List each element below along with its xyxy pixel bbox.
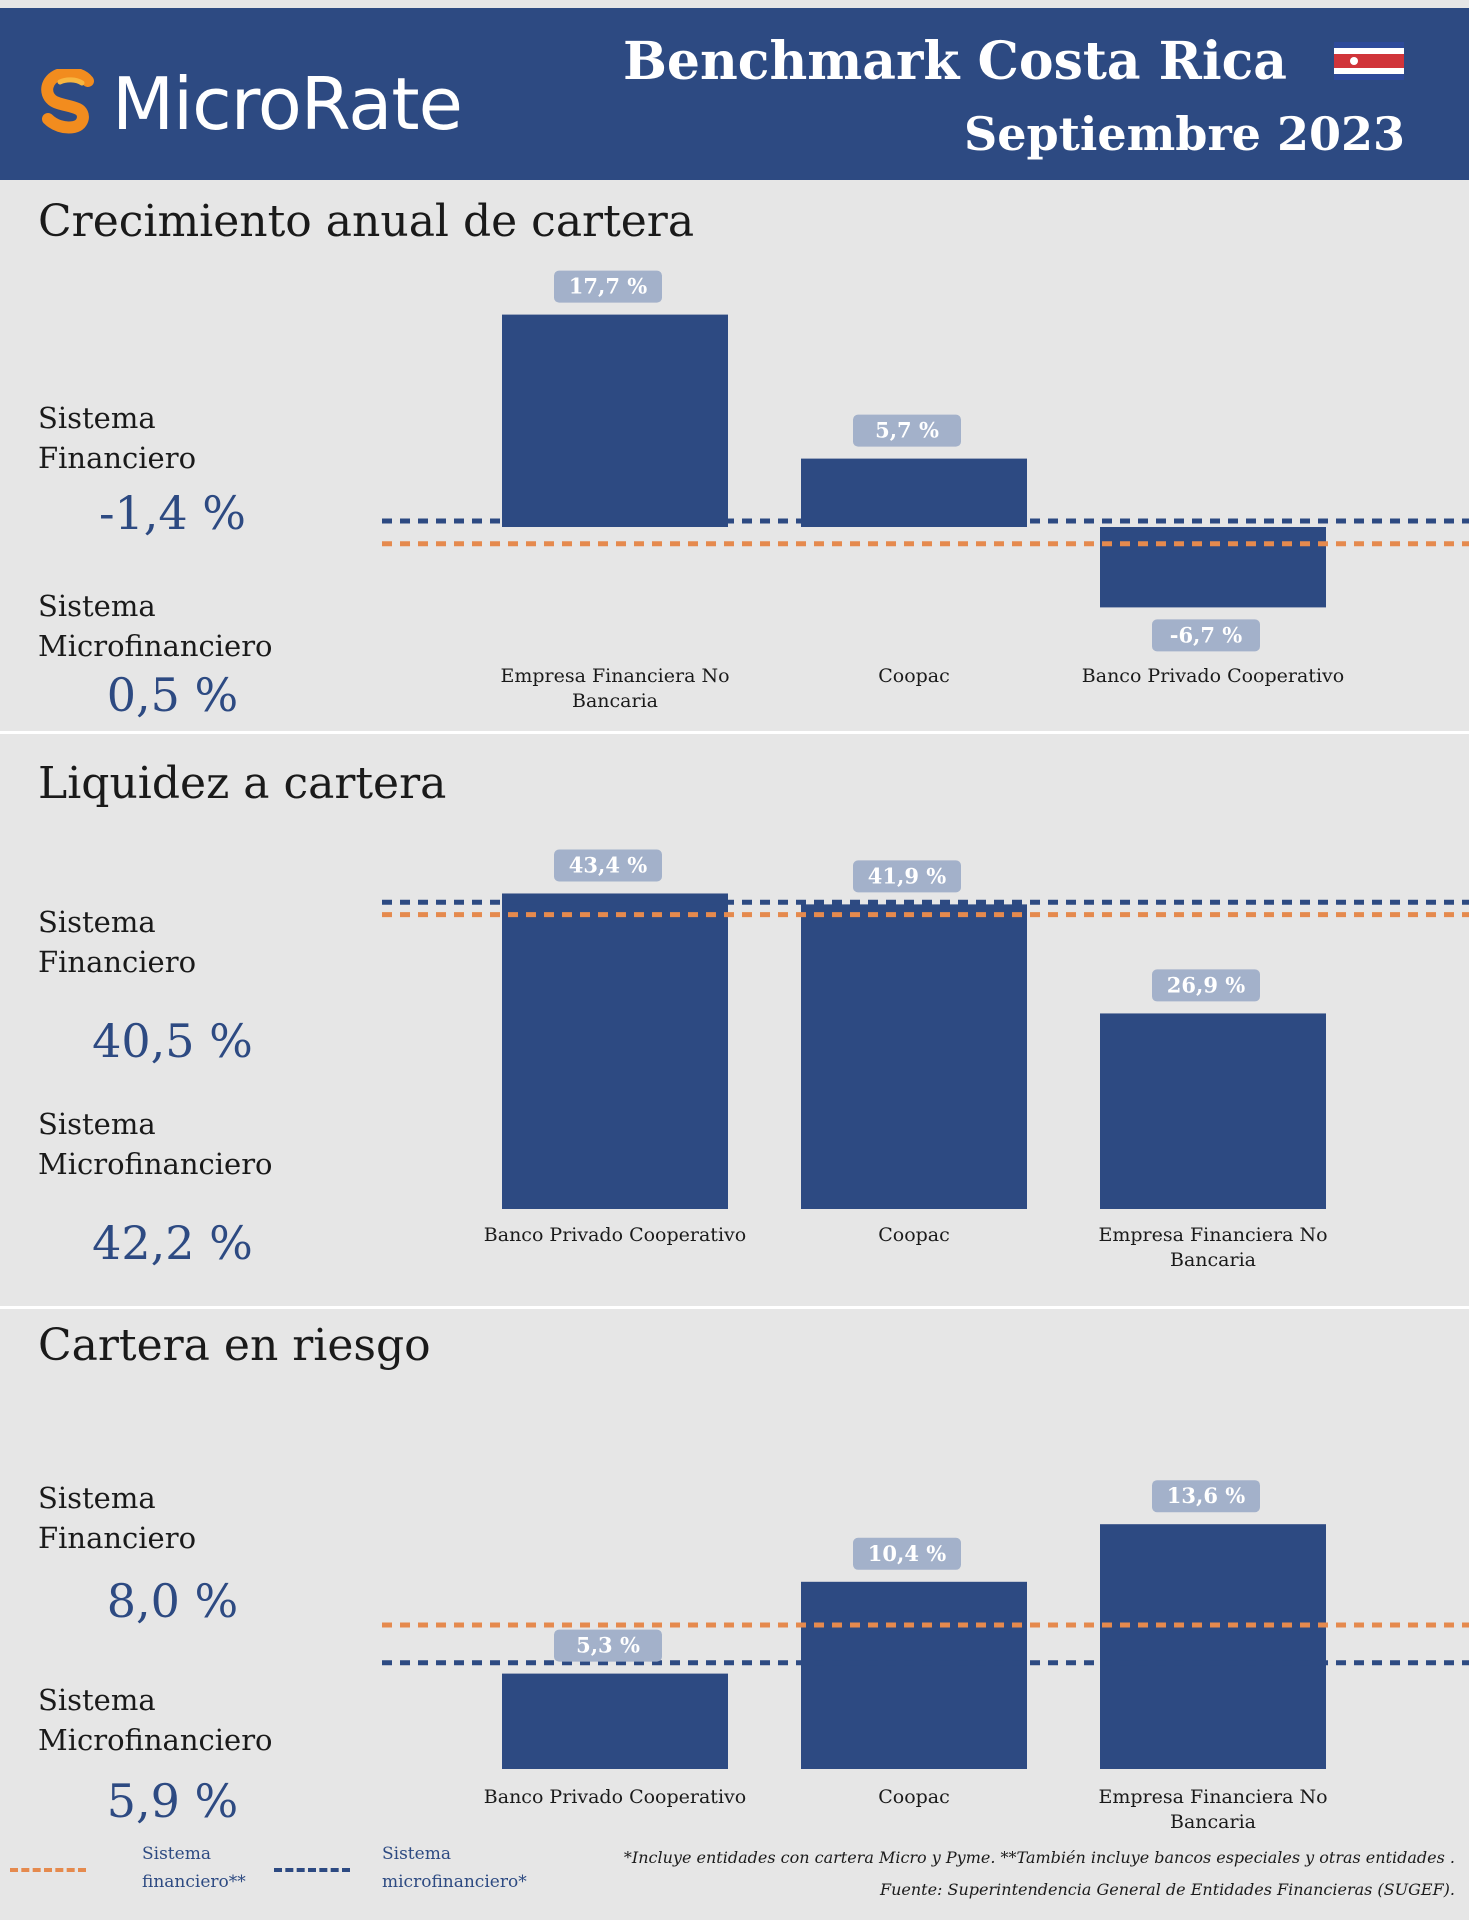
data-label-box [853, 414, 961, 447]
data-label: 13,6 % [1152, 1480, 1260, 1513]
logo-text: MicroRate [112, 62, 463, 146]
data-label: 5,3 % [554, 1629, 662, 1662]
data-label: 43,4 % [554, 849, 662, 882]
bar [502, 314, 728, 527]
bar [1100, 1524, 1326, 1769]
category-label: Empresa Financiera No [1098, 1224, 1327, 1246]
footnote-note: *Incluye entidades con cartera Micro y P… [623, 1848, 1455, 1867]
bar [502, 1673, 728, 1769]
data-label-box [1152, 619, 1260, 652]
chart-1: 43,4 % 41,9 % 26,9 % Banco Privado Cooperat… [382, 849, 1469, 1271]
data-label-text: 13,6 % [1167, 1483, 1245, 1508]
data-label-text: 26,9 % [1167, 972, 1245, 997]
data-label: 26,9 % [1152, 969, 1260, 1002]
data-label-text: 10,4 % [868, 1541, 946, 1566]
page-title: Benchmark Costa Rica [622, 31, 1287, 92]
sistema-financiero-value: 8,0 % [106, 1574, 239, 1628]
sistema-financiero-label: Sistema Financiero [38, 401, 197, 475]
costa-rica-flag-icon [1334, 42, 1404, 80]
sistema-microfinanciero-value: 5,9 % [106, 1774, 239, 1828]
data-label-box [1152, 969, 1260, 1002]
data-label: 5,7 % [853, 414, 961, 447]
sistema-financiero-label: Sistema Financiero [38, 1481, 197, 1555]
bar [801, 1581, 1027, 1769]
footnote-source: Fuente: Superintendencia General de Enti… [879, 1880, 1455, 1899]
data-label-box [1152, 1480, 1260, 1513]
microrate-logo-icon [41, 69, 94, 134]
page-subtitle: Septiembre 2023 [963, 107, 1405, 161]
data-label: 41,9 % [853, 860, 961, 893]
legend-financiero-swatch [10, 1868, 86, 1872]
bar [502, 893, 728, 1209]
data-label: -6,7 % [1152, 619, 1260, 652]
data-label-text: 5,3 % [576, 1633, 640, 1658]
sistema-microfinanciero-value: 0,5 % [106, 668, 239, 722]
legend-microfinanciero-label: Sistema microfinanciero* [382, 1844, 527, 1892]
data-label-text: -6,7 % [1170, 622, 1243, 647]
section-divider [0, 1306, 1469, 1309]
bar [1100, 527, 1326, 608]
chart-0: 17,7 % 5,7 % -6,7 % Empresa Financiera No Ba… [382, 270, 1469, 712]
data-label-text: 41,9 % [868, 863, 946, 888]
category-label: Empresa Financiera No [1098, 1786, 1327, 1808]
legend: Sistema financiero** Sistema microfinanc… [0, 1840, 1469, 1920]
data-label-box [853, 1537, 961, 1570]
header-banner: MicroRate Benchmark Costa Rica Septiembr… [0, 8, 1469, 180]
bar [801, 458, 1027, 527]
chart-2: 5,3 % 10,4 % 13,6 % Banco Privado Cooperati… [382, 1480, 1469, 1833]
category-label: Bancaria [572, 690, 658, 712]
data-label-box [554, 1629, 662, 1662]
sistema-microfinanciero-value: 42,2 % [92, 1216, 253, 1270]
data-label: 10,4 % [853, 1537, 961, 1570]
data-label-text: 43,4 % [569, 852, 647, 877]
section-title: Crecimiento anual de cartera [38, 196, 695, 247]
category-label: Banco Privado Cooperativo [1082, 665, 1344, 687]
category-label: Bancaria [1170, 1249, 1256, 1271]
sistema-financiero-label: Sistema Financiero [38, 905, 197, 979]
category-label: Empresa Financiera No [500, 665, 729, 687]
sistema-microfinanciero-label: Sistema Microfinanciero [38, 1683, 273, 1757]
legend-microfinanciero-swatch [274, 1868, 350, 1872]
data-label-text: 5,7 % [875, 418, 939, 443]
category-label: Bancaria [1170, 1811, 1256, 1833]
section-divider [0, 731, 1469, 734]
category-label: Banco Privado Cooperativo [484, 1224, 746, 1246]
microrate-logo: MicroRate [38, 62, 463, 146]
category-label: Coopac [878, 1786, 950, 1808]
data-label-box [554, 270, 662, 303]
category-label: Coopac [878, 1224, 950, 1246]
category-label: Coopac [878, 665, 950, 687]
section-title: Liquidez a cartera [38, 758, 447, 809]
data-label-box [853, 860, 961, 893]
sistema-microfinanciero-label: Sistema Microfinanciero [38, 1107, 273, 1181]
category-label: Banco Privado Cooperativo [484, 1786, 746, 1808]
bar [801, 904, 1027, 1209]
bar [1100, 1013, 1326, 1209]
sistema-microfinanciero-label: Sistema Microfinanciero [38, 589, 273, 663]
legend-financiero-label: Sistema financiero** [142, 1844, 246, 1892]
section-title: Cartera en riesgo [38, 1320, 431, 1371]
data-label-text: 17,7 % [569, 274, 647, 299]
data-label-box [554, 849, 662, 882]
data-label: 17,7 % [554, 270, 662, 303]
sistema-financiero-value: -1,4 % [98, 486, 247, 540]
sistema-financiero-value: 40,5 % [92, 1014, 253, 1068]
